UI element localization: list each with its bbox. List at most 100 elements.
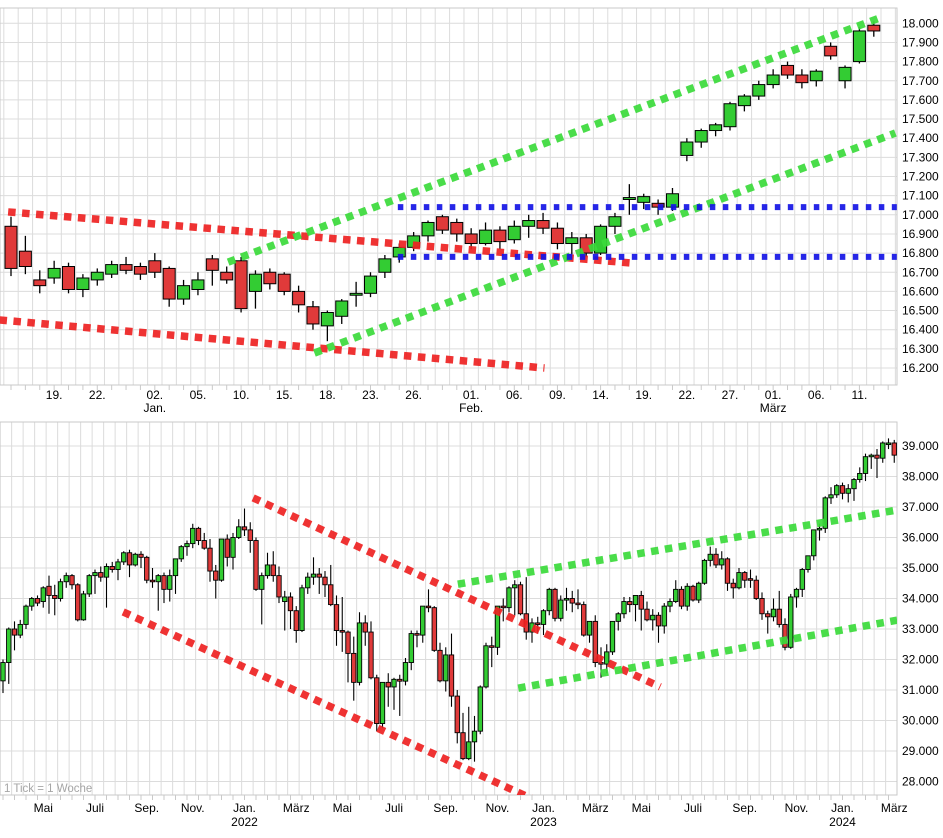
candle-up — [103, 566, 110, 578]
candle-up — [177, 285, 191, 300]
candle-down — [368, 631, 374, 679]
candle-down — [339, 630, 345, 633]
x-axis-sublabel: März — [760, 401, 787, 415]
candle-up — [63, 575, 69, 583]
candle-down — [493, 229, 507, 243]
candle-up — [443, 654, 449, 682]
candle-up — [885, 442, 892, 446]
candle-up — [851, 479, 857, 490]
candle-up — [218, 538, 225, 581]
trendline-green-dotted — [457, 506, 897, 588]
candle-up — [190, 527, 196, 545]
y-axis-label: 16.200 — [902, 361, 939, 375]
y-axis-label: 28.000 — [902, 775, 939, 789]
candle-down — [253, 540, 259, 590]
trendline-red-dotted — [251, 494, 662, 691]
candle-down — [4, 225, 18, 269]
x-axis-label: 19. — [635, 388, 652, 402]
candle-up — [506, 587, 512, 609]
candle-down — [425, 605, 432, 609]
candle-up — [421, 221, 435, 237]
y-axis-label: 35.000 — [902, 561, 939, 575]
candle-up — [857, 473, 863, 481]
plot-border — [0, 421, 898, 796]
candle-up — [604, 651, 610, 665]
x-axis-label: März — [881, 801, 908, 815]
y-axis-label: 17.200 — [902, 170, 939, 184]
x-axis-label: 22. — [89, 388, 106, 402]
candle-down — [276, 575, 282, 598]
x-axis-sublabel: 2023 — [530, 815, 557, 829]
candle-down — [824, 45, 838, 57]
x-axis-label: Jan. — [532, 801, 555, 815]
y-axis-label: 17.400 — [902, 131, 939, 145]
candle-down — [781, 64, 795, 76]
candle-up — [299, 587, 305, 631]
candle-down — [207, 547, 213, 572]
candle-up — [191, 279, 205, 290]
y-axis-label: 17.700 — [902, 74, 939, 88]
y-axis-label: 33.000 — [902, 622, 939, 636]
candle-down — [655, 614, 662, 627]
candle-up — [558, 599, 564, 619]
daily-chart-group: 19. 22. 02.Jan.05. 10. 15. 18. 23. 26. 01.Feb.06… — [0, 7, 939, 415]
x-axis-label: Sep. — [134, 801, 159, 815]
candle-up — [609, 620, 616, 653]
x-axis-label: Sep. — [433, 801, 458, 815]
candle-down — [195, 527, 202, 541]
y-axis-label: 29.000 — [902, 744, 939, 758]
candle-down — [374, 677, 380, 724]
candle-up — [471, 730, 478, 743]
candle-down — [316, 573, 322, 578]
candles — [0, 438, 897, 762]
candle-up — [40, 587, 46, 603]
x-axis-label: 27. — [722, 388, 739, 402]
candle-up — [701, 559, 708, 584]
x-axis-label: 02. — [146, 388, 163, 402]
candle-up — [845, 488, 851, 494]
candle-down — [550, 227, 564, 245]
candle-down — [437, 649, 443, 682]
x-axis-label: März — [283, 801, 310, 815]
y-axis-label: 37.000 — [902, 500, 939, 514]
x-axis-label: Jan. — [233, 801, 256, 815]
candle-down — [517, 584, 524, 615]
candle-down — [292, 290, 306, 306]
candle-up — [615, 613, 621, 622]
candle-down — [536, 220, 550, 229]
x-axis-label: 22. — [679, 388, 696, 402]
candle-down — [454, 695, 460, 734]
candle-up — [694, 130, 708, 143]
candle-up — [259, 575, 265, 590]
x-axis-label: Mai — [632, 801, 651, 815]
candle-down — [839, 485, 846, 494]
candle-up — [408, 633, 414, 664]
y-axis-label: 17.600 — [902, 93, 939, 107]
candle-up — [632, 595, 639, 606]
candle-up — [264, 564, 271, 577]
candle-up — [282, 596, 288, 602]
candle-down — [213, 570, 219, 581]
candle-down — [489, 645, 495, 648]
candle-down — [241, 526, 248, 531]
candle-down — [133, 266, 147, 275]
candle-down — [891, 442, 897, 456]
candle-down — [205, 258, 219, 271]
candle-up — [335, 300, 349, 317]
candle-down — [414, 633, 420, 636]
candle-down — [638, 595, 644, 610]
candle-up — [661, 605, 667, 627]
candle-up — [737, 95, 751, 107]
trendline-green-dotted — [226, 14, 881, 266]
candle-down — [144, 556, 150, 581]
trendline-red-dotted — [0, 316, 545, 372]
y-axis-label: 16.300 — [902, 342, 939, 356]
candle-up — [828, 494, 834, 499]
x-axis-label: 01. — [765, 388, 782, 402]
x-axis-label: 23. — [362, 388, 379, 402]
candle-down — [126, 552, 133, 566]
grid — [0, 8, 897, 385]
y-axis-label: 38.000 — [902, 470, 939, 484]
